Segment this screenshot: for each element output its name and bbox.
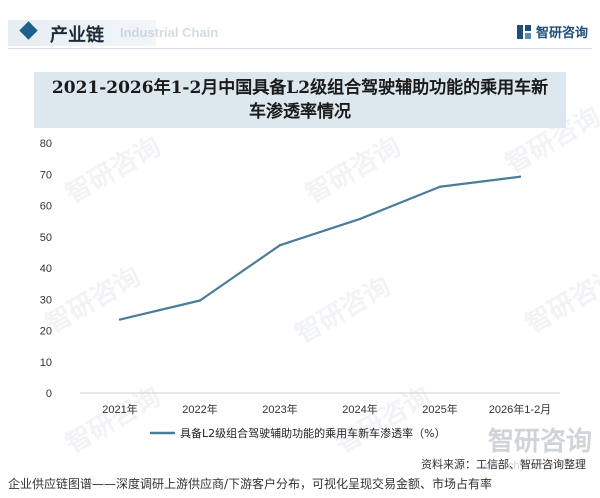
data-point [198,299,202,302]
x-tick-label: 2023年 [262,402,297,416]
section-title: 产业链 [50,25,104,46]
data-point [358,217,362,221]
y-tick-label: 60 [40,201,52,213]
data-point [118,318,122,321]
brand-logo-icon [516,24,531,39]
y-tick-label: 50 [40,232,52,244]
y-tick-label: 10 [40,357,52,369]
data-point [438,185,442,188]
footer-url: www.chyxx.com [481,460,560,472]
x-tick-label: 2025年 [422,402,457,416]
x-tick-label: 2021年 [102,402,137,416]
y-tick-label: 30 [40,294,52,306]
footer-brand-watermark: 智研咨询 [487,427,592,457]
brand: 智研咨询 [516,22,588,41]
y-tick-label: 80 [40,138,52,150]
x-tick-label: 2026年1-2月 [489,402,551,416]
y-tick-label: 70 [40,169,52,181]
header-divider [8,48,592,49]
x-tick-label: 2024年 [342,402,377,416]
series-line [119,175,521,321]
header: 产业链 Industrial Chain 智研咨询 [0,0,600,62]
x-tick-label: 2022年 [182,402,217,416]
footer-description: 企业供应链图谱——深度调研上游供应商/下游客户分布，可视化呈现交易金额、市场占有… [8,477,493,491]
source-note: 资料来源：工信部、智研咨询整理 [421,458,586,471]
chart-title: 2021-2026年1-2月中国具备L2级组合驾驶辅助功能的乘用车新车渗透率情况 [51,78,549,122]
legend-label: 具备L2级组合驾驶辅助功能的乘用车新车渗透率（%） [180,426,446,440]
data-point [518,175,522,178]
y-tick-label: 40 [40,263,52,275]
section-title-english: Industrial Chain [120,25,219,40]
y-tick-label: 0 [46,388,52,400]
y-tick-label: 20 [40,326,52,338]
chart-title-box: 2021-2026年1-2月中国具备L2级组合驾驶辅助功能的乘用车新车渗透率情况 [34,72,566,128]
data-point [278,243,282,247]
brand-name: 智研咨询 [535,26,588,41]
